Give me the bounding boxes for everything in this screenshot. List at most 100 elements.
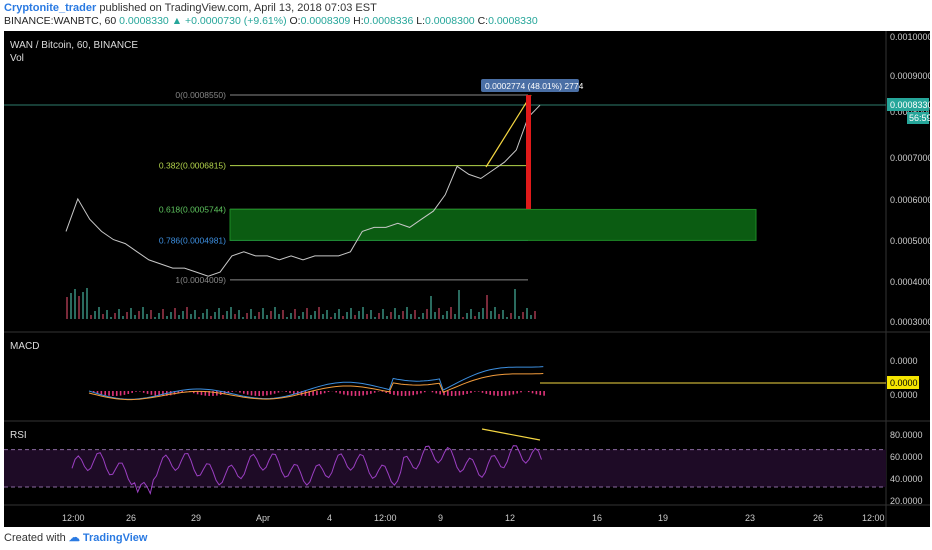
- time-tick: 12:00: [862, 513, 885, 523]
- macd-hist-bar: [370, 391, 372, 394]
- change-text: ▲ +0.0000730 (+9.61%): [171, 15, 287, 27]
- macd-hist-bar: [262, 391, 264, 396]
- macd-hist-bar: [485, 391, 488, 394]
- volume-bar: [470, 309, 472, 319]
- macd-hist-bar: [404, 391, 407, 396]
- measure-line[interactable]: [485, 94, 532, 168]
- volume-bar: [86, 288, 88, 319]
- volume-bar: [94, 311, 96, 319]
- volume-bar: [186, 307, 188, 319]
- macd-hist-bar: [266, 391, 268, 396]
- macd-hist-bar: [258, 391, 260, 396]
- volume-bar: [98, 307, 100, 319]
- volume-bar: [478, 312, 480, 319]
- volume-bar: [174, 308, 176, 319]
- volume-bar: [342, 316, 344, 319]
- volume-bar: [82, 292, 84, 319]
- price-axis: 0.0010000 0.0009000 0.0008000 0.0007000 …: [890, 32, 932, 327]
- macd-hist-bar: [412, 391, 414, 396]
- volume-bar: [502, 310, 504, 319]
- price-tick: 0.0007000: [890, 153, 930, 163]
- measure-bar[interactable]: [526, 95, 531, 210]
- volume-bar: [402, 311, 404, 319]
- volume-bar: [322, 314, 324, 319]
- created-with-text: Created with: [4, 532, 66, 544]
- macd-hist-bar: [431, 391, 434, 393]
- rsi-line: [71, 445, 542, 496]
- volume-bar: [518, 316, 520, 319]
- volume-bar: [138, 311, 140, 319]
- macd-hist-bar: [458, 391, 461, 396]
- chart-svg[interactable]: WAN / Bitcoin, 60, BINANCE Vol MACD RSI …: [4, 31, 932, 527]
- rsi-pane: 80.0000 60.0000 40.0000 20.0000: [4, 428, 923, 506]
- macd-hist-bar: [246, 391, 249, 395]
- volume-bar: [190, 314, 192, 319]
- macd-hist-bar: [466, 391, 468, 394]
- chart-panel[interactable]: WAN / Bitcoin, 60, BINANCE Vol MACD RSI …: [4, 31, 932, 527]
- volume-bar: [102, 314, 104, 319]
- macd-tick: 0.0000: [890, 390, 918, 400]
- macd-hist-bar: [393, 391, 395, 395]
- volume-bar: [234, 314, 236, 319]
- volume-bar: [514, 289, 516, 319]
- volume-bar: [370, 310, 372, 319]
- macd-hist-bar: [362, 391, 364, 396]
- macd-hist-bar: [139, 391, 141, 392]
- fib-level-label: 0.382(0.0006815): [159, 161, 226, 171]
- volume-bar: [338, 309, 340, 319]
- volume-bar: [278, 314, 280, 319]
- macd-hist-bar: [177, 391, 180, 394]
- volume-bar: [210, 316, 212, 319]
- rsi-trendline[interactable]: [481, 428, 541, 441]
- macd-hist-bar: [489, 391, 491, 395]
- volume-bar: [522, 312, 524, 319]
- high-value: 0.0008336: [363, 15, 414, 27]
- macd-hist-bar: [527, 391, 530, 393]
- volume-bar: [162, 309, 164, 319]
- volume-bar: [66, 297, 68, 319]
- volume-bar: [446, 311, 448, 319]
- macd-hist-bar: [474, 391, 476, 392]
- macd-hist-bar: [481, 391, 484, 393]
- time-tick: 16: [592, 513, 602, 523]
- low-label: L:: [416, 15, 425, 27]
- volume-bar: [506, 317, 508, 319]
- volume-bar: [90, 315, 92, 319]
- tradingview-logo[interactable]: ☁ TradingView: [68, 532, 148, 544]
- volume-bar: [510, 313, 512, 319]
- macd-hist-bar: [462, 391, 465, 395]
- macd-hist-bar: [423, 391, 426, 393]
- volume-bar: [110, 317, 112, 319]
- demand-zone[interactable]: [229, 208, 757, 241]
- last-price-text: 0.0008330: [890, 100, 930, 110]
- volume-bar: [118, 309, 120, 319]
- macd-hist-bar: [389, 391, 391, 395]
- volume-bar: [254, 316, 256, 319]
- macd-hist-bar: [435, 391, 438, 394]
- open-value: 0.0008309: [300, 15, 351, 27]
- volume-bar: [146, 314, 148, 319]
- chart-title: WAN / Bitcoin, 60, BINANCE: [10, 40, 138, 51]
- macd-label: MACD: [10, 341, 39, 352]
- volume-bar: [410, 314, 412, 319]
- volume-bar: [330, 317, 332, 319]
- macd-hist-bar: [312, 391, 314, 396]
- time-tick: 12:00: [62, 513, 85, 523]
- macd-hist-bar: [227, 391, 230, 394]
- time-tick: 4: [327, 513, 332, 523]
- macd-hist-bar: [543, 391, 545, 396]
- macd-hist-bar: [92, 391, 95, 393]
- price-series: [65, 104, 541, 277]
- macd-hist-bar: [304, 391, 307, 396]
- macd-hist-bar: [450, 391, 453, 396]
- macd-hist-bar: [397, 391, 399, 396]
- volume-bar: [226, 311, 228, 319]
- price-tick: 0.0005000: [890, 236, 930, 246]
- rsi-band: [4, 449, 886, 487]
- countdown-text: 56:59: [909, 113, 930, 123]
- author-link[interactable]: Cryptonite_trader: [4, 2, 97, 14]
- fibonacci-retracement[interactable]: 0(0.0008550) 0.382(0.0006815) 0.618(0.0005…: [159, 90, 528, 285]
- footer: Created with ☁ TradingView: [4, 531, 147, 544]
- volume-bar: [490, 311, 492, 319]
- time-axis: 12:00 26 29 Apr 4 12:00 9 12 16 19 23 26…: [62, 513, 885, 523]
